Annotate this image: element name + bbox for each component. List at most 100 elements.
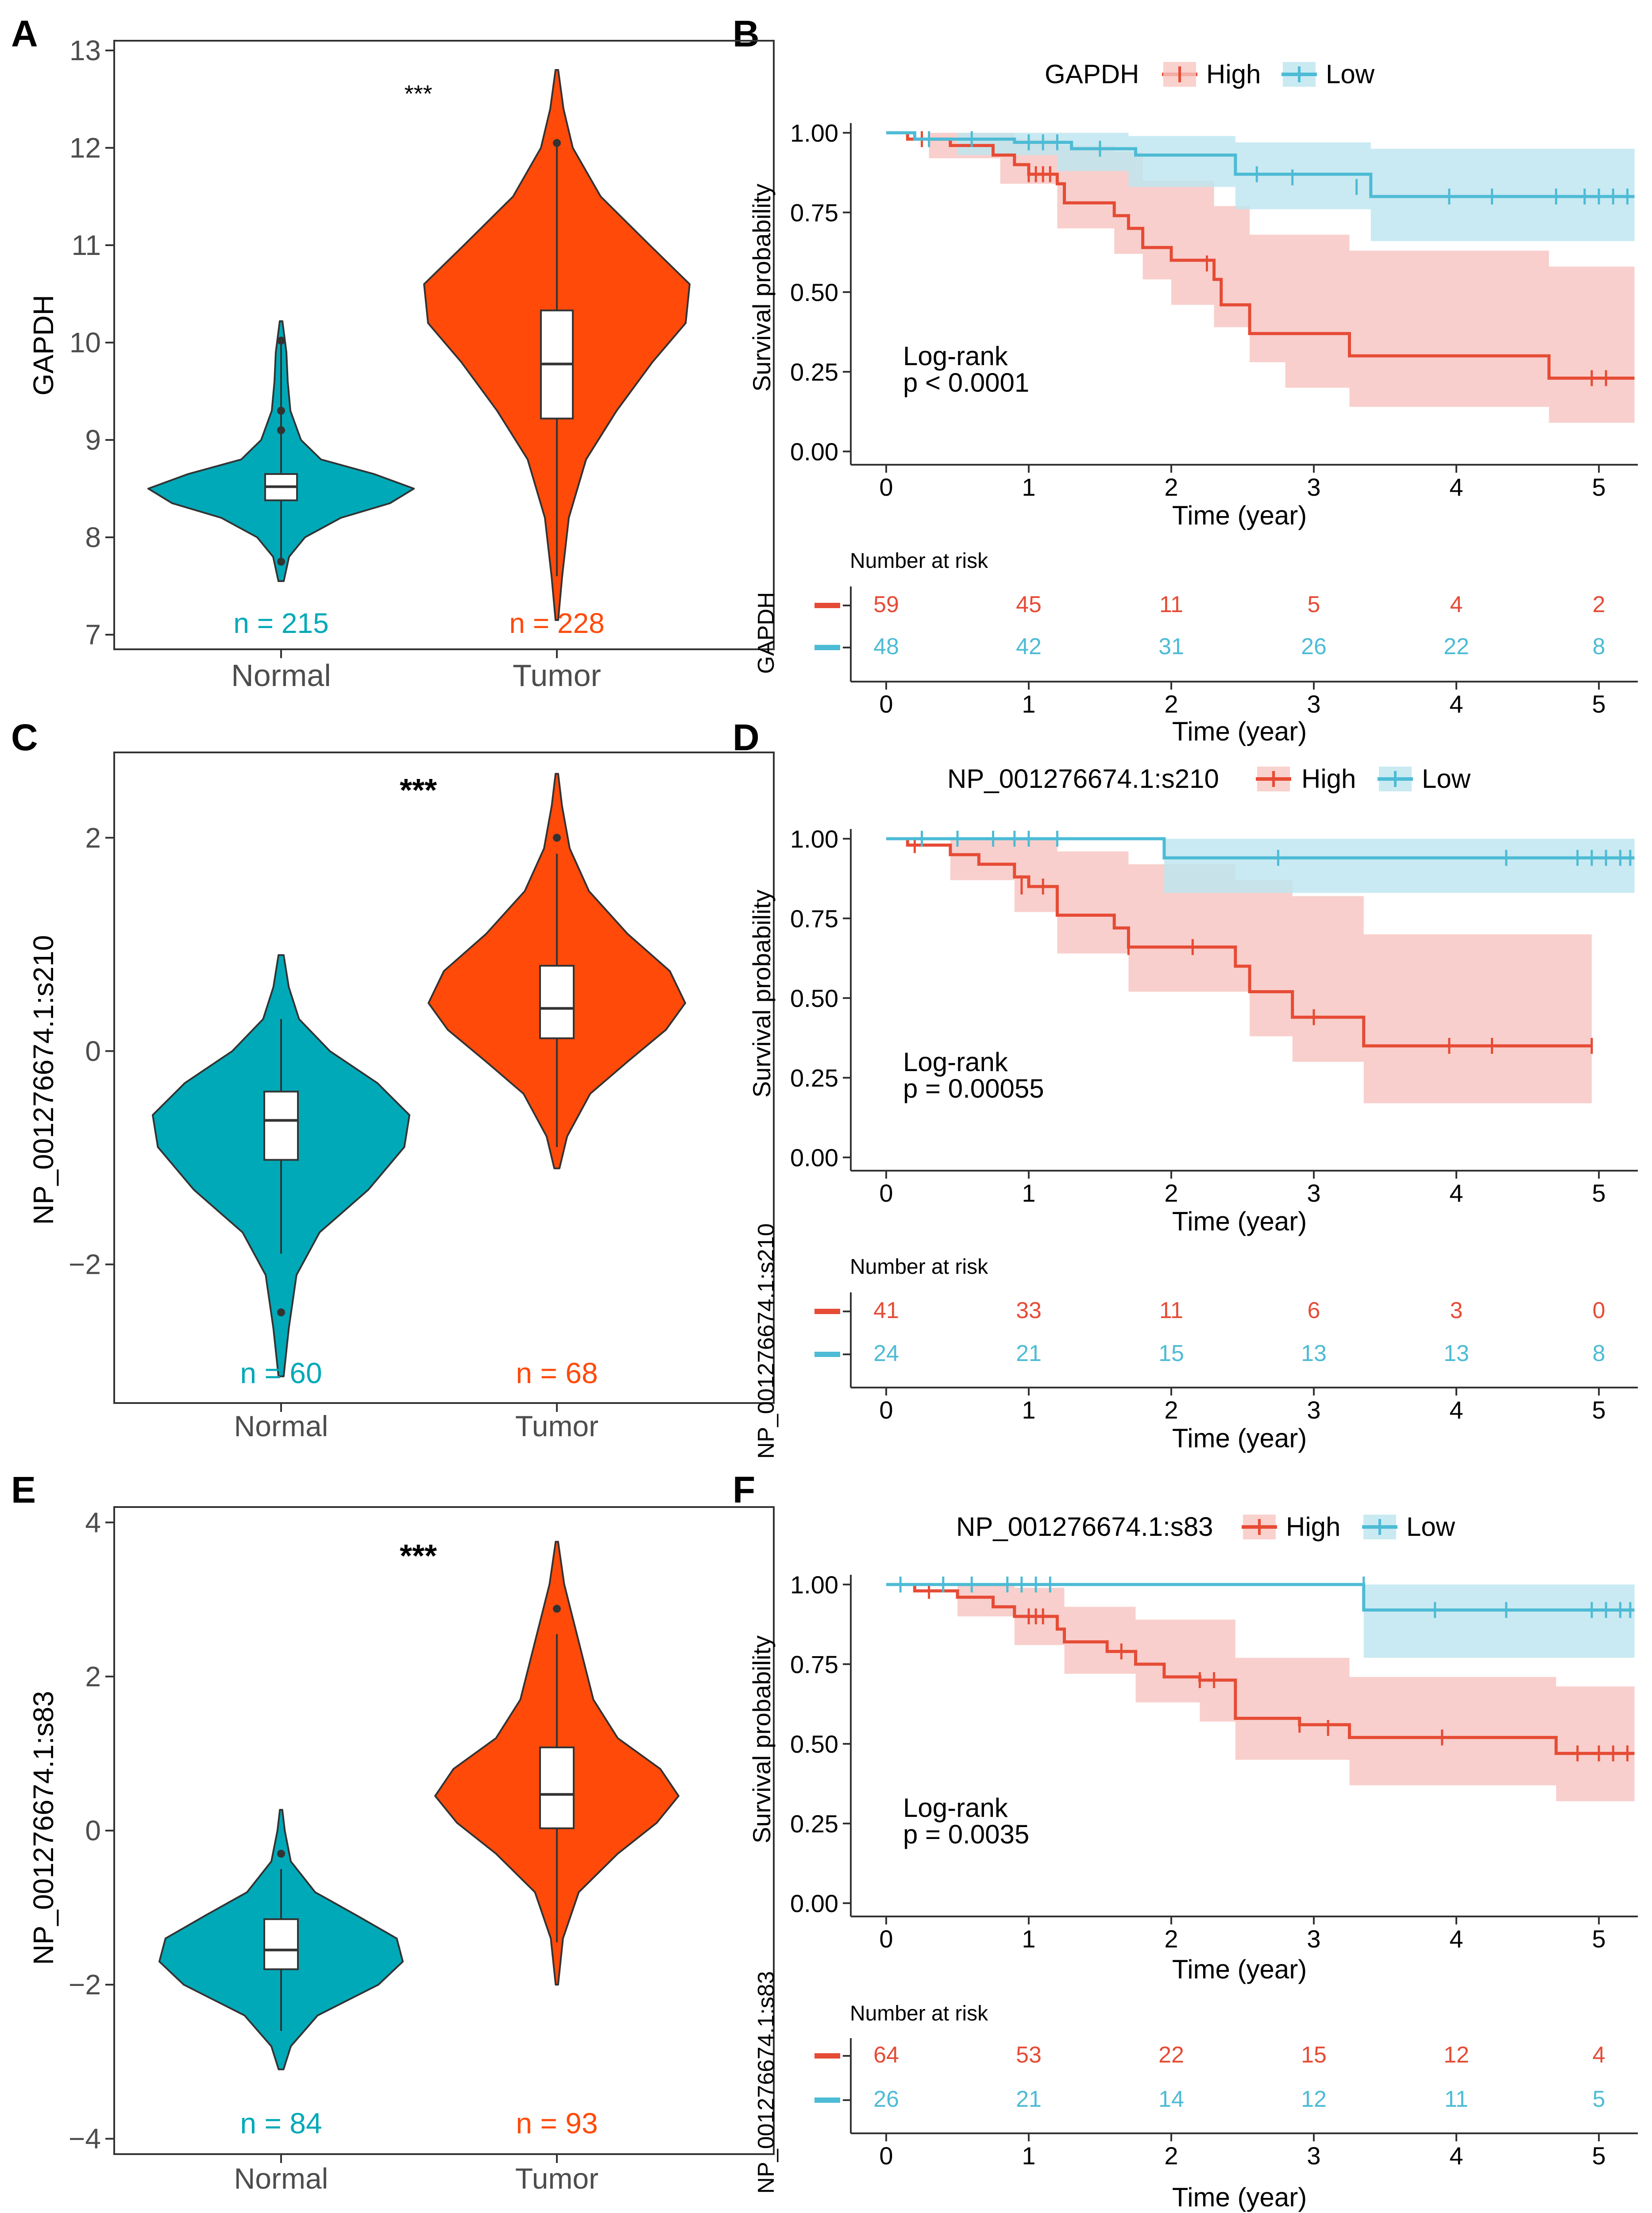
outlier-point-e	[553, 1604, 561, 1613]
ytick-label-a: 12	[69, 132, 101, 164]
yaxis-c: −2 0 2	[69, 822, 114, 1280]
n-label-a-normal: n = 215	[233, 607, 328, 639]
risk-count-d-high: 3	[1450, 1298, 1463, 1323]
panel-label-d: D	[733, 717, 760, 758]
n-label-c-tumor: n = 68	[516, 1357, 598, 1389]
km-ytick-label-f: 1.00	[790, 1571, 838, 1599]
risk-count-b-high: 45	[1016, 592, 1042, 617]
logrank-title-d: Log-rank	[903, 1047, 1008, 1077]
km-ytick-label-d: 0.50	[790, 984, 838, 1012]
legend-title-f: NP_001276674.1:s83	[956, 1512, 1213, 1542]
km-ytick-label-d: 0.25	[790, 1064, 838, 1092]
ytick-label-a: 9	[85, 424, 101, 456]
km-curves-d	[886, 831, 1635, 1103]
km-line-b-low	[886, 131, 1635, 198]
outlier-point-a	[277, 558, 285, 566]
outlier-point-c	[277, 1308, 285, 1317]
legend-low-label-f: Low	[1406, 1512, 1455, 1542]
ytick-label-e: 2	[85, 1661, 101, 1693]
km-xtick-label-f: 1	[1022, 1925, 1035, 1953]
ci-band-b-high	[886, 133, 1635, 423]
panel-label-c: C	[11, 717, 38, 758]
ytick-label-a: 13	[69, 35, 101, 66]
km-xtick-label-b: 3	[1307, 473, 1320, 501]
risk-count-b-low: 42	[1016, 634, 1042, 659]
km-xtick-label-f: 4	[1449, 1925, 1463, 1953]
km-plot-d	[886, 831, 1635, 1103]
km-axes-d: 0.00 0.25 0.50 0.75 1.00 0 1 2 3 4 5	[790, 825, 1638, 1207]
ylabel-e: NP_001276674.1:s83	[27, 1691, 59, 1965]
plot-frame-a	[113, 40, 775, 650]
risk-xtick-label-f: 5	[1592, 2142, 1606, 2170]
km-ytick-label-b: 0.00	[790, 438, 838, 466]
significance-a: ***	[404, 81, 432, 107]
risk-count-b-low: 31	[1158, 634, 1184, 659]
risk-count-b-high: 2	[1593, 592, 1606, 617]
panel-label-b: B	[733, 13, 760, 54]
legend-b: GAPDH High Low	[1045, 59, 1375, 89]
risk-count-d-low: 15	[1158, 1341, 1184, 1366]
km-ylabel-d: Survival probability	[748, 890, 776, 1098]
legend-f: NP_001276674.1:s83 High Low	[956, 1512, 1455, 1542]
xtick-label-c-tumor: Tumor	[515, 1410, 598, 1442]
ytick-label-a: 7	[85, 619, 101, 651]
risk-table-b: 59 45 11 5 4 248 42 31 26 22 80 1 2 3 4 5	[814, 586, 1638, 718]
km-ylabel-b: Survival probability	[748, 184, 776, 392]
violin-panel-e	[158, 1541, 679, 2070]
xtick-label-c-normal: Normal	[234, 1410, 328, 1442]
ytick-label-a: 11	[72, 229, 101, 261]
km-xtick-label-d: 3	[1307, 1179, 1320, 1207]
km-xtick-label-b: 0	[879, 473, 893, 501]
violins-e	[158, 1541, 679, 2070]
km-ytick-label-b: 0.75	[790, 199, 838, 227]
risk-xtick-label-f: 3	[1307, 2142, 1320, 2170]
ytick-label-c: 2	[85, 822, 101, 854]
box-e-normal	[263, 1918, 299, 1970]
km-xlabel-b: Time (year)	[1172, 501, 1307, 530]
logrank-p-f: p = 0.0035	[903, 1820, 1029, 1849]
km-axes-f: 0.00 0.25 0.50 0.75 1.00 0 1 2 3 4 5	[790, 1571, 1638, 1953]
n-label-e-normal: n = 84	[240, 2107, 322, 2140]
risk-count-b-low: 48	[873, 634, 899, 659]
risk-count-d-low: 21	[1016, 1341, 1042, 1366]
risk-xtick-label-d: 2	[1164, 1396, 1178, 1424]
km-ytick-label-b: 1.00	[790, 119, 838, 147]
risk-count-f-high: 12	[1444, 2042, 1469, 2068]
risk-xtick-label-d: 3	[1307, 1396, 1320, 1424]
km-xtick-label-d: 4	[1449, 1179, 1463, 1207]
risk-xtick-label-d: 0	[879, 1396, 893, 1424]
outlier-point-a	[277, 336, 285, 345]
risk-xtick-label-b: 5	[1592, 690, 1606, 718]
km-ytick-label-f: 0.25	[790, 1810, 838, 1838]
risk-ylabel-d: NP_001276674.1:s210	[753, 1223, 779, 1459]
risk-xtick-label-b: 4	[1449, 690, 1463, 718]
risk-count-d-high: 11	[1159, 1298, 1183, 1323]
n-label-e-tumor: n = 93	[516, 2107, 598, 2140]
ytick-label-c: −2	[69, 1249, 101, 1280]
risk-xtick-label-f: 0	[879, 2142, 893, 2170]
km-plot-f	[886, 1577, 1635, 1801]
panel-label-a: A	[11, 13, 38, 54]
risk-count-d-high: 6	[1308, 1298, 1320, 1323]
xtick-label-e-normal: Normal	[234, 2162, 328, 2195]
risk-xtick-label-f: 1	[1022, 2142, 1035, 2170]
risk-count-f-low: 5	[1593, 2086, 1606, 2112]
km-xtick-label-f: 5	[1592, 1925, 1606, 1953]
risk-count-d-high: 33	[1016, 1298, 1042, 1323]
km-plot-b	[886, 131, 1635, 423]
risk-xlabel-d: Time (year)	[1172, 1423, 1307, 1453]
ci-band-f-low	[886, 1585, 1635, 1658]
risk-count-d-low: 13	[1444, 1341, 1469, 1366]
ci-band-d-low	[886, 839, 1635, 893]
risk-table-f: 64 53 22 15 12 426 21 14 12 11 50 1 2 3 4 5	[814, 2038, 1638, 2170]
ytick-label-e: −4	[69, 2123, 101, 2155]
plot-frame-c	[113, 752, 775, 1404]
km-xtick-label-f: 2	[1164, 1925, 1178, 1953]
risk-count-b-high: 11	[1159, 592, 1183, 617]
box-c-normal	[263, 1091, 299, 1161]
violin-panel-a	[147, 69, 691, 621]
legend-high-label-f: High	[1286, 1512, 1340, 1542]
risk-count-b-high: 4	[1450, 592, 1463, 617]
risk-xtick-label-d: 1	[1022, 1396, 1035, 1424]
